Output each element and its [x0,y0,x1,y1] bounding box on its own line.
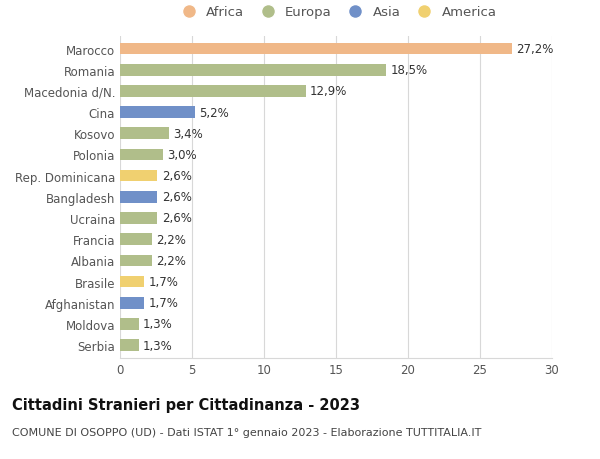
Legend: Africa, Europa, Asia, America: Africa, Europa, Asia, America [176,6,496,19]
Bar [120,255,152,267]
Text: COMUNE DI OSOPPO (UD) - Dati ISTAT 1° gennaio 2023 - Elaborazione TUTTITALIA.IT: COMUNE DI OSOPPO (UD) - Dati ISTAT 1° ge… [12,427,481,437]
Bar [120,107,195,118]
Text: 3,4%: 3,4% [173,128,203,140]
Text: 18,5%: 18,5% [391,64,428,77]
Text: 1,3%: 1,3% [143,339,173,352]
Text: 3,0%: 3,0% [167,149,197,162]
Bar [120,234,152,246]
Text: 5,2%: 5,2% [199,106,229,119]
Bar [120,276,145,288]
Text: 2,6%: 2,6% [162,191,191,204]
Text: 12,9%: 12,9% [310,85,347,98]
Bar [120,128,169,140]
Bar [120,149,163,161]
Text: Cittadini Stranieri per Cittadinanza - 2023: Cittadini Stranieri per Cittadinanza - 2… [12,397,360,412]
Bar [120,86,306,97]
Text: 27,2%: 27,2% [516,43,553,56]
Bar [120,65,386,76]
Text: 2,2%: 2,2% [156,233,186,246]
Text: 1,7%: 1,7% [149,275,179,288]
Text: 1,7%: 1,7% [149,297,179,309]
Bar [120,340,139,351]
Bar [120,191,157,203]
Text: 2,6%: 2,6% [162,170,191,183]
Text: 2,2%: 2,2% [156,254,186,267]
Bar [120,170,157,182]
Bar [120,213,157,224]
Bar [120,297,145,309]
Text: 1,3%: 1,3% [143,318,173,330]
Bar [120,319,139,330]
Bar [120,44,512,55]
Text: 2,6%: 2,6% [162,212,191,225]
